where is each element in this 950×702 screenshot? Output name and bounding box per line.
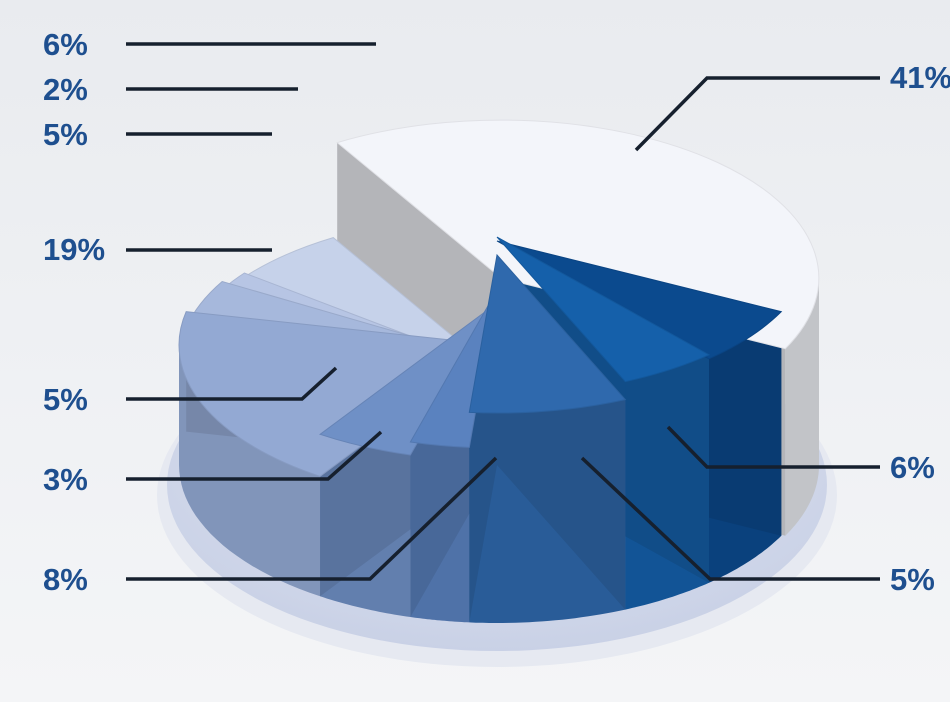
slice-label-4: 3% [43, 462, 88, 497]
slice-label-8: 2% [43, 72, 88, 107]
slice-label-3: 8% [43, 562, 88, 597]
pie-slice-2 [496, 236, 711, 383]
slice-label-5: 5% [43, 382, 88, 417]
slice-label-7: 5% [43, 117, 88, 152]
pie-slice-3 [468, 253, 627, 414]
slice-wall-6-0 [179, 345, 321, 597]
slice-label-6: 19% [43, 232, 105, 267]
slice-label-0: 41% [890, 60, 950, 95]
pie-slice-6 [178, 311, 499, 477]
slice-wall-0-0 [785, 278, 819, 536]
slice-label-1: 6% [890, 450, 935, 485]
leader-line-0 [634, 76, 880, 152]
leader-line-4 [126, 430, 383, 481]
leader-line-5 [126, 366, 338, 401]
slice-label-9: 6% [43, 27, 88, 62]
slice-label-2: 5% [890, 562, 935, 597]
pie-slice-1 [496, 240, 783, 360]
leader-line-3 [126, 456, 498, 581]
leader-line-2 [580, 456, 880, 581]
leader-line-1 [666, 425, 880, 469]
